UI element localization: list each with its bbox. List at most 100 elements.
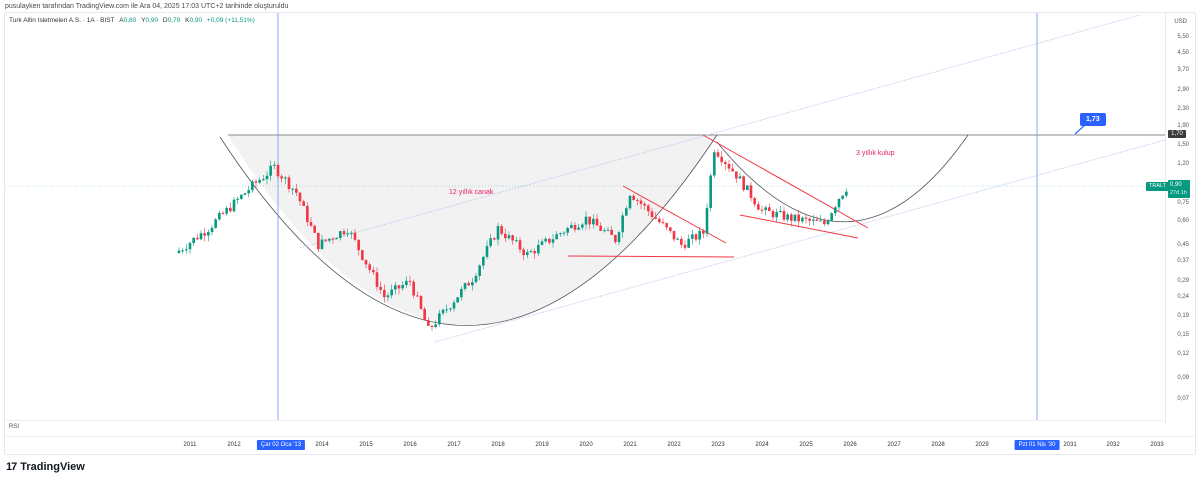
- candle: [405, 280, 408, 286]
- candle: [247, 190, 250, 194]
- candle: [350, 232, 353, 234]
- candle: [210, 227, 214, 233]
- candle: [533, 251, 536, 254]
- candle: [617, 232, 621, 243]
- candle: [434, 324, 437, 328]
- candle: [386, 295, 390, 298]
- price-tick: 0,37: [1177, 258, 1189, 264]
- candle: [650, 211, 654, 218]
- candle: [309, 222, 313, 226]
- year-tick: 2014: [315, 442, 329, 448]
- candle: [665, 223, 668, 228]
- candle: [808, 218, 811, 221]
- candle: [551, 239, 555, 243]
- candle: [357, 239, 360, 251]
- year-tick: 2023: [711, 442, 725, 448]
- time-marker-right: Pzt 01 Nis '30: [1014, 440, 1060, 450]
- candle: [515, 240, 518, 242]
- handle-label[interactable]: 3 yıllık kulup: [856, 150, 895, 157]
- target-callout[interactable]: 1,73: [1080, 113, 1106, 126]
- candle: [251, 181, 254, 191]
- candle: [713, 152, 716, 176]
- candle: [320, 239, 324, 250]
- chart-caption: pusulayken tarafından TradingView.com il…: [5, 3, 289, 10]
- candle: [804, 217, 808, 219]
- year-tick: 2017: [447, 442, 461, 448]
- candle: [342, 231, 346, 235]
- year-tick: 2032: [1106, 442, 1120, 448]
- candle: [573, 225, 577, 230]
- price-tick: 0,07: [1177, 396, 1189, 402]
- channel-upper: [299, 14, 1141, 249]
- candle: [720, 156, 723, 163]
- year-tick: 2028: [931, 442, 945, 448]
- candle: [548, 238, 551, 243]
- candle: [185, 249, 188, 251]
- candle: [412, 281, 415, 296]
- candle: [588, 216, 591, 225]
- price-tick: 0,19: [1177, 313, 1189, 319]
- candle: [240, 194, 243, 199]
- candle: [603, 230, 606, 232]
- candle: [361, 250, 364, 260]
- candle: [331, 238, 335, 240]
- candle: [768, 207, 771, 211]
- candle: [518, 240, 522, 250]
- year-tick: 2021: [623, 442, 637, 448]
- low-value: 0,79: [167, 17, 181, 24]
- candle: [834, 207, 837, 214]
- candle: [511, 235, 514, 241]
- candle: [471, 282, 474, 286]
- candle: [207, 232, 210, 236]
- candle: [203, 233, 206, 236]
- time-axis[interactable]: 2011 2012 2014 2015 2016 2017 2018 2019 2020 2021…: [5, 436, 1195, 454]
- price-scale[interactable]: USD 5,50 4,50 3,70 2,90 2,30 1,90 1,50 1,20 0,75…: [1165, 13, 1195, 423]
- candle: [474, 275, 478, 283]
- candle: [460, 288, 463, 298]
- candle: [632, 195, 635, 200]
- candle: [566, 228, 569, 233]
- time-marker-left: Çar 02 Oca '13: [256, 440, 306, 450]
- rsi-pane-label[interactable]: RSI: [9, 424, 20, 430]
- candle: [463, 283, 467, 289]
- candle: [702, 230, 705, 234]
- candle: [669, 227, 672, 231]
- candle: [192, 237, 195, 244]
- candle: [687, 238, 690, 248]
- candle: [841, 195, 844, 199]
- year-tick: 2033: [1150, 442, 1164, 448]
- candle: [280, 176, 283, 179]
- candle: [489, 238, 492, 246]
- candle: [577, 227, 580, 230]
- year-tick: 2027: [887, 442, 901, 448]
- candle: [672, 230, 676, 240]
- brand-name: TradingView: [20, 461, 85, 473]
- candle: [430, 325, 434, 328]
- last-price-tag: 0,90 27d 1h: [1168, 180, 1190, 198]
- candle: [782, 210, 786, 220]
- candle: [372, 269, 375, 273]
- pane-separator[interactable]: [5, 420, 1165, 421]
- tradingview-brand: 17 TradingView: [6, 461, 85, 473]
- candle: [188, 243, 192, 250]
- year-tick: 2016: [403, 442, 417, 448]
- price-tick: 3,70: [1177, 67, 1189, 73]
- candle: [449, 308, 452, 310]
- price-tick: 0,15: [1177, 332, 1189, 338]
- year-tick: 2011: [183, 442, 197, 448]
- candle: [771, 210, 775, 218]
- channel-lower: [434, 139, 1166, 343]
- price-tick: 0,09: [1177, 375, 1189, 381]
- candle: [559, 233, 562, 235]
- cup-label[interactable]: 12 yıllık canak: [449, 189, 494, 196]
- candle: [709, 175, 712, 208]
- candle: [416, 295, 419, 297]
- candle: [339, 231, 342, 239]
- price-tick: 1,20: [1177, 161, 1189, 167]
- symbol-tag: TRALT: [1146, 182, 1170, 191]
- candle: [423, 308, 426, 321]
- symbol-legend[interactable]: Turk Altin Isletmeleri A.S. · 1A · BIST …: [9, 17, 255, 24]
- candle: [438, 313, 441, 325]
- candle: [500, 226, 503, 234]
